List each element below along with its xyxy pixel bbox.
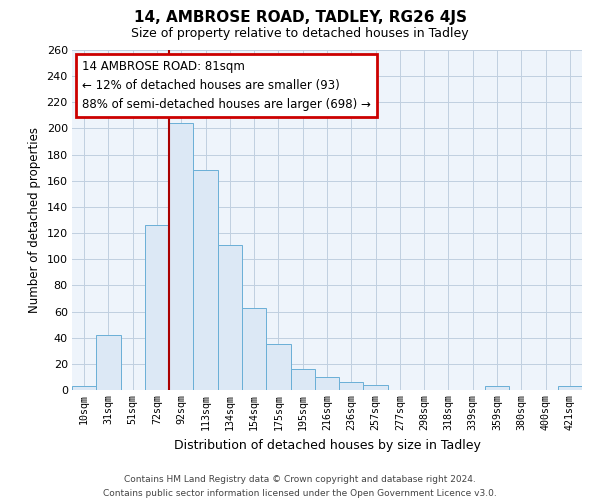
Text: 14 AMBROSE ROAD: 81sqm
← 12% of detached houses are smaller (93)
88% of semi-det: 14 AMBROSE ROAD: 81sqm ← 12% of detached…	[82, 60, 371, 111]
Bar	[485, 386, 509, 390]
Bar	[218, 245, 242, 390]
Text: Size of property relative to detached houses in Tadley: Size of property relative to detached ho…	[131, 28, 469, 40]
Text: Contains HM Land Registry data © Crown copyright and database right 2024.
Contai: Contains HM Land Registry data © Crown c…	[103, 476, 497, 498]
Bar	[193, 170, 218, 390]
Bar	[145, 225, 169, 390]
Bar	[242, 308, 266, 390]
Bar	[290, 369, 315, 390]
X-axis label: Distribution of detached houses by size in Tadley: Distribution of detached houses by size …	[173, 438, 481, 452]
Bar	[266, 344, 290, 390]
Bar	[364, 385, 388, 390]
Text: 14, AMBROSE ROAD, TADLEY, RG26 4JS: 14, AMBROSE ROAD, TADLEY, RG26 4JS	[133, 10, 467, 25]
Bar	[558, 386, 582, 390]
Bar	[96, 335, 121, 390]
Y-axis label: Number of detached properties: Number of detached properties	[28, 127, 41, 313]
Bar	[169, 123, 193, 390]
Bar	[315, 377, 339, 390]
Bar	[72, 386, 96, 390]
Bar	[339, 382, 364, 390]
